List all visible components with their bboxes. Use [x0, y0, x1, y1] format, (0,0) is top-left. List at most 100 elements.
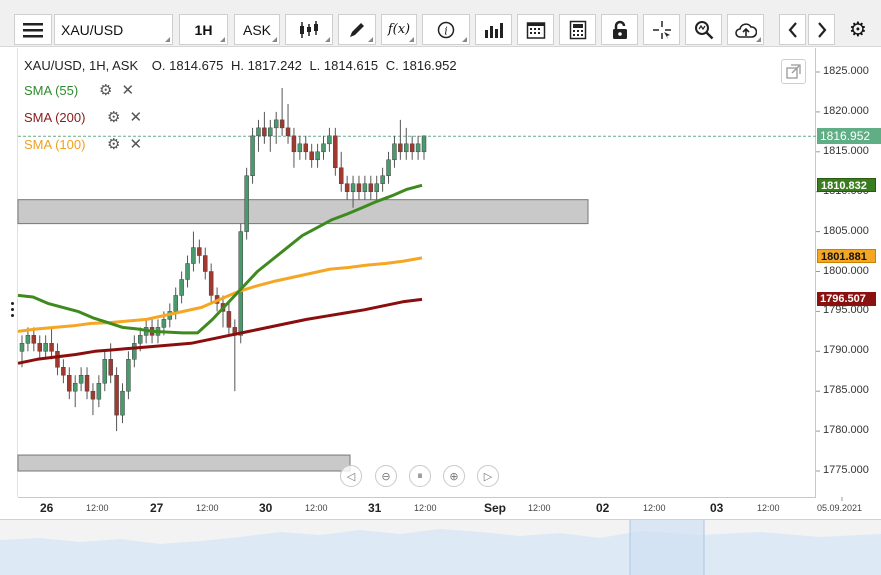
candle-body	[262, 127, 267, 137]
symbol-selector[interactable]: XAU/USD	[54, 14, 173, 45]
candle-body	[19, 343, 25, 352]
drawing-tools-button[interactable]	[338, 14, 376, 45]
lock-button[interactable]	[601, 14, 638, 45]
info-button[interactable]: i	[422, 14, 470, 45]
price-tick-label: 1790.000	[823, 344, 869, 357]
support-zone	[17, 199, 589, 225]
lock-icon	[612, 20, 627, 39]
candle-body	[256, 127, 261, 137]
price-tick-label: 1800.000	[823, 264, 869, 277]
candle-body	[72, 382, 78, 392]
scroll-forward-button[interactable]: ▷	[477, 465, 499, 487]
candle-body	[350, 183, 356, 192]
candle-body	[344, 183, 350, 192]
calculator-icon	[569, 20, 586, 39]
function-icon: f(x)	[387, 22, 411, 37]
gear-icon: ⚙	[849, 19, 867, 41]
ohlc-info: XAU/USD, 1H, ASK O. 1814.675 H. 1817.242…	[24, 58, 461, 73]
candle-body	[43, 343, 48, 352]
candle-body	[90, 390, 96, 400]
time-tick-label: 12:00	[757, 503, 780, 513]
candle-body	[368, 183, 374, 192]
zoom-in-icon: ⊕	[449, 470, 459, 483]
close-icon[interactable]: ✕	[129, 136, 143, 153]
panel-grip-dot[interactable]	[11, 314, 14, 317]
candle-body	[126, 359, 131, 392]
cloud-upload-icon	[734, 22, 757, 38]
zoom-out-icon: ⊖	[381, 470, 391, 483]
candle-body	[67, 374, 72, 392]
candle-body	[380, 175, 385, 184]
gear-icon[interactable]: ⚙	[99, 82, 113, 99]
time-tick-label: 05.09.2021	[817, 503, 863, 513]
scroll-left-button[interactable]	[779, 14, 806, 45]
time-axis[interactable]	[18, 497, 816, 519]
price-tag: 1796.507	[817, 292, 876, 307]
price-tag: 1816.952	[817, 128, 881, 145]
close-icon[interactable]: ✕	[121, 82, 135, 99]
zoom-button[interactable]	[685, 14, 722, 45]
price-tick-label: 1815.000	[823, 144, 869, 157]
info-icon: i	[437, 21, 455, 38]
price-tag: 1810.832	[817, 178, 876, 193]
time-tick-label: 02	[596, 501, 610, 515]
price-side-selector[interactable]: ASK	[234, 14, 280, 45]
calculator-button[interactable]	[559, 14, 596, 45]
settings-button[interactable]: ⚙	[842, 14, 874, 45]
panel-grip-dot[interactable]	[11, 302, 14, 305]
menu-button[interactable]	[14, 14, 52, 45]
navigator-chart	[0, 520, 881, 575]
chart-type-button[interactable]	[285, 14, 333, 45]
zoom-in-button[interactable]: ⊕	[443, 465, 465, 487]
candle-body	[78, 374, 84, 384]
zoom-out-button[interactable]: ⊖	[375, 465, 397, 487]
calendar-button[interactable]	[517, 14, 554, 45]
svg-text:i: i	[444, 24, 448, 37]
candle-body	[137, 335, 143, 344]
indicator-sma200: SMA (200) ⚙ ✕	[24, 110, 142, 125]
scroll-back-button[interactable]: ◁	[340, 465, 362, 487]
candle-body	[208, 271, 214, 296]
gear-icon[interactable]: ⚙	[107, 109, 121, 126]
indicators-button[interactable]: f(x)	[381, 14, 417, 45]
chart-plot-area[interactable]	[18, 48, 816, 497]
scroll-right-button[interactable]	[808, 14, 835, 45]
reset-view-button[interactable]: ⏸	[409, 465, 431, 487]
candle-body	[315, 151, 320, 161]
candle-body	[303, 143, 309, 153]
expand-chart-button[interactable]	[781, 59, 806, 84]
price-side-label: ASK	[242, 21, 271, 38]
save-cloud-button[interactable]	[727, 14, 764, 45]
candle-body	[338, 167, 344, 184]
timeframe-selector[interactable]: 1H	[179, 14, 228, 45]
candle-body	[37, 343, 42, 352]
time-tick-label: 12:00	[305, 503, 328, 513]
play-left-icon: ◁	[346, 470, 356, 483]
candle-body	[356, 183, 362, 192]
time-tick-label: 12:00	[414, 503, 437, 513]
panel-grip-dot[interactable]	[11, 308, 14, 311]
candle-body	[132, 343, 137, 360]
timeframe-label: 1H	[194, 21, 213, 38]
time-tick-label: 12:00	[643, 503, 666, 513]
candle-body	[203, 255, 208, 272]
low-value: L. 1814.615	[309, 58, 379, 73]
price-tick-label: 1825.000	[823, 65, 869, 77]
price-tick-label: 1775.000	[823, 464, 869, 476]
close-icon[interactable]: ✕	[129, 109, 143, 126]
time-tick-label: 03	[710, 501, 724, 515]
candle-body	[84, 374, 90, 392]
gear-icon[interactable]: ⚙	[107, 136, 121, 153]
candle-body	[415, 143, 421, 153]
navigator-panel[interactable]	[0, 519, 881, 575]
time-tick-label: 26	[40, 501, 54, 515]
candle-body	[268, 127, 273, 137]
indicator-label: SMA (100)	[24, 137, 86, 152]
candle-body	[392, 143, 397, 161]
high-value: H. 1817.242	[230, 58, 302, 73]
indicator-sma55: SMA (55) ⚙ ✕	[24, 83, 134, 98]
crosshair-button[interactable]	[643, 14, 680, 45]
volume-button[interactable]	[475, 14, 512, 45]
